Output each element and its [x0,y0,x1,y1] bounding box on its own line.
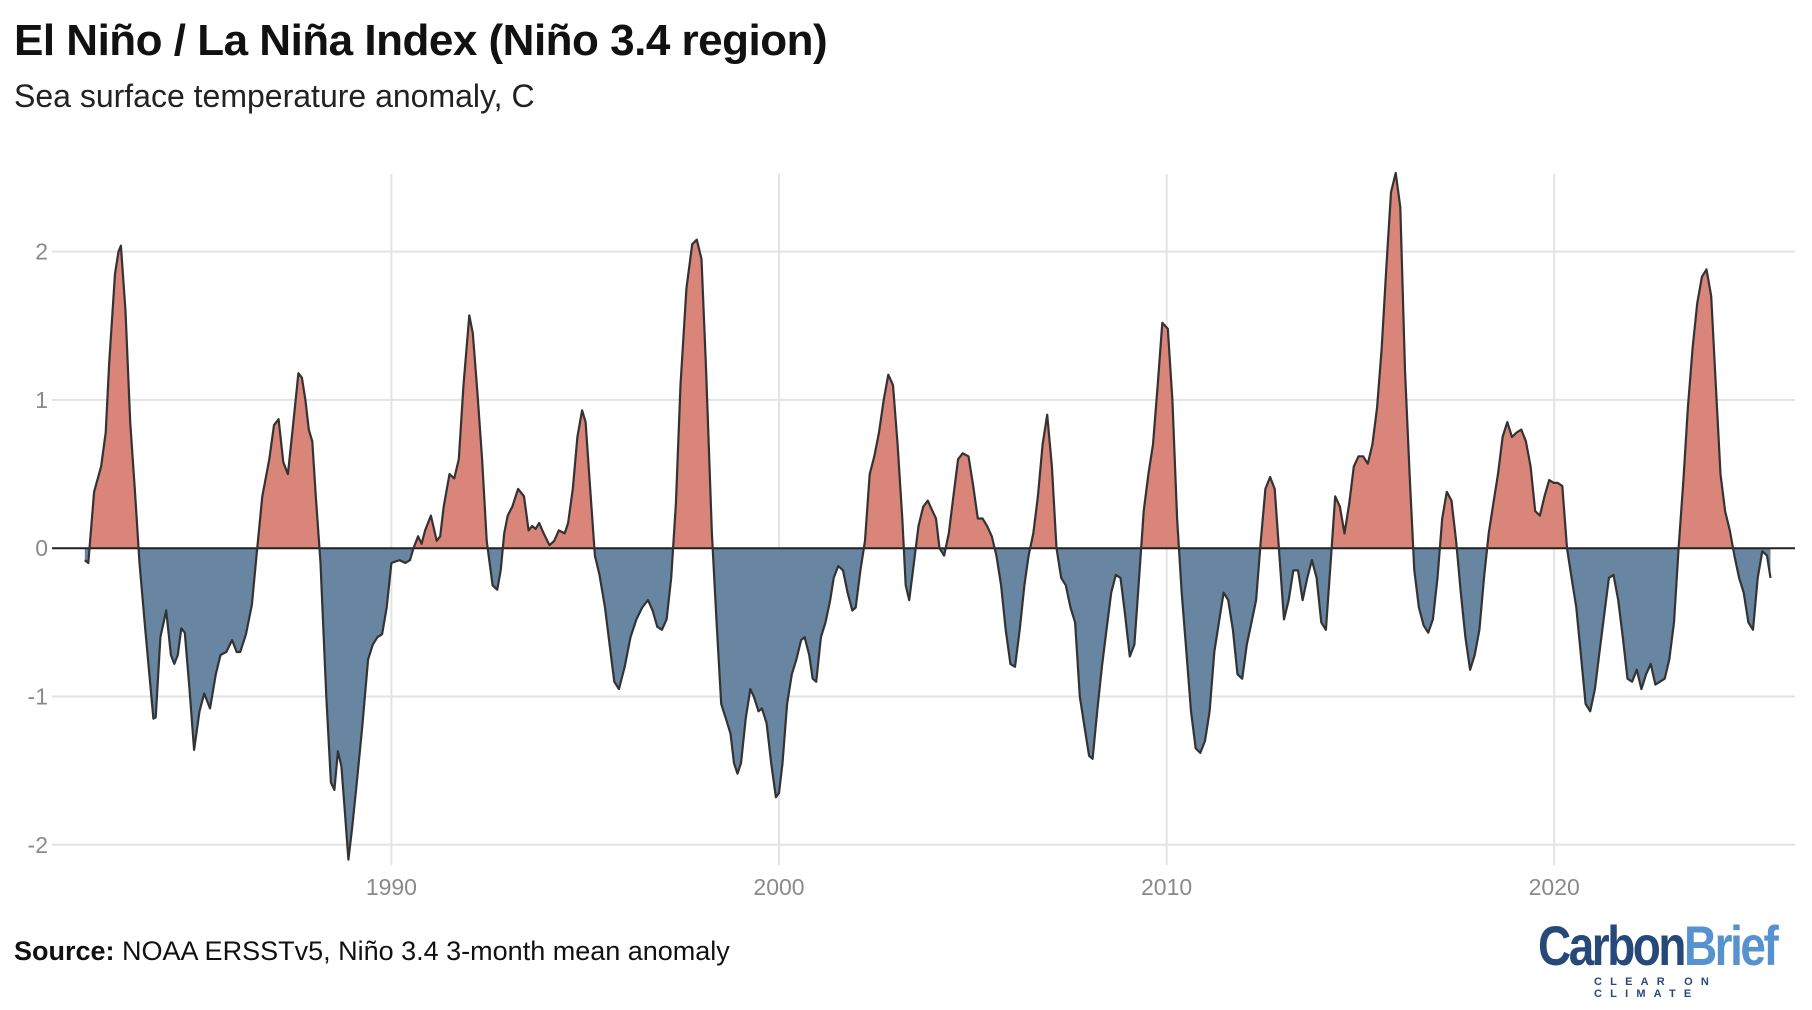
y-tick-label: 0 [35,535,48,561]
carbon-brief-logo: CarbonBrief CLEAR ON CLIMATE [1538,914,1798,1001]
source-text: NOAA ERSSTv5, Niño 3.4 3-month mean anom… [114,936,730,966]
x-axis: 1990 2000 2010 2020 [366,874,1580,900]
x-tick-label: 2000 [753,874,804,900]
logo-wordmark: CarbonBrief [1538,914,1779,977]
chart-subtitle: Sea surface temperature anomaly, C [14,78,535,114]
index-line [84,171,1772,861]
y-axis: -2 -1 0 1 2 [28,239,48,858]
source-label: Source: [14,936,115,966]
y-tick-label: -2 [28,832,48,858]
logo-brief: Brief [1683,914,1779,977]
x-tick-label: 2010 [1141,874,1192,900]
source-note: Source: NOAA ERSSTv5, Niño 3.4 3-month m… [14,936,730,967]
chart-title: El Niño / La Niña Index (Niño 3.4 region… [14,16,828,65]
logo-tagline: CLEAR ON CLIMATE [1594,976,1718,1000]
x-tick-label: 2020 [1529,874,1580,900]
y-tick-label: 2 [35,239,48,265]
y-tick-label: 1 [35,387,48,413]
logo-carbon: Carbon [1538,914,1686,977]
y-tick-label: -1 [28,684,48,710]
x-tick-label: 1990 [366,874,417,900]
